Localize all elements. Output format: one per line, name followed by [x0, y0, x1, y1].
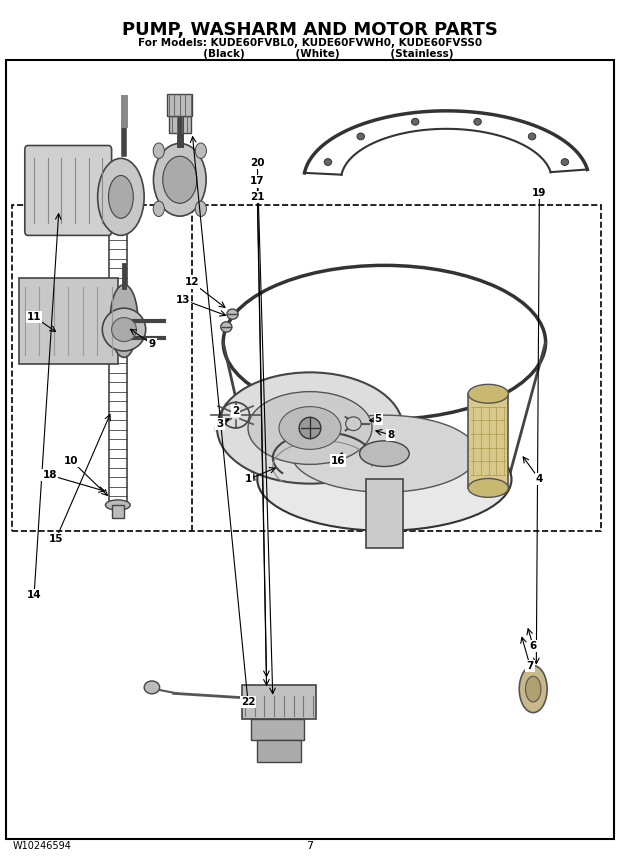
Ellipse shape: [153, 201, 164, 217]
Ellipse shape: [257, 428, 512, 531]
FancyBboxPatch shape: [167, 94, 192, 116]
Ellipse shape: [360, 441, 409, 467]
Text: 13: 13: [175, 294, 190, 305]
Ellipse shape: [291, 415, 477, 492]
Ellipse shape: [98, 158, 144, 235]
Ellipse shape: [221, 322, 232, 332]
Text: 15: 15: [48, 534, 63, 544]
Text: 16: 16: [330, 455, 345, 466]
Text: 12: 12: [185, 277, 200, 288]
Text: 19: 19: [532, 187, 547, 198]
Ellipse shape: [324, 158, 332, 165]
Ellipse shape: [154, 144, 206, 217]
Ellipse shape: [526, 676, 541, 702]
Text: eReplacementParts.com: eReplacementParts.com: [213, 419, 432, 437]
FancyBboxPatch shape: [25, 146, 112, 235]
FancyBboxPatch shape: [257, 740, 301, 762]
Ellipse shape: [102, 308, 146, 351]
Text: (Black)              (White)              (Stainless): (Black) (White) (Stainless): [167, 49, 453, 59]
Ellipse shape: [195, 201, 206, 217]
Ellipse shape: [412, 118, 419, 125]
Text: 11: 11: [27, 312, 42, 322]
Ellipse shape: [468, 479, 508, 497]
Text: 20: 20: [250, 158, 265, 168]
Ellipse shape: [110, 284, 138, 358]
FancyBboxPatch shape: [169, 116, 191, 133]
Ellipse shape: [217, 372, 403, 484]
Ellipse shape: [474, 118, 481, 125]
Ellipse shape: [112, 318, 136, 342]
FancyBboxPatch shape: [242, 685, 316, 719]
Text: 18: 18: [42, 470, 57, 480]
FancyBboxPatch shape: [107, 218, 129, 231]
FancyBboxPatch shape: [19, 278, 118, 364]
Text: For Models: KUDE60FVBL0, KUDE60FVWH0, KUDE60FVSS0: For Models: KUDE60FVBL0, KUDE60FVWH0, KU…: [138, 38, 482, 48]
Text: 22: 22: [241, 697, 255, 707]
Ellipse shape: [299, 418, 321, 439]
Text: 6: 6: [529, 641, 537, 651]
FancyBboxPatch shape: [112, 505, 124, 518]
FancyBboxPatch shape: [366, 479, 403, 548]
Ellipse shape: [520, 666, 547, 712]
Text: 21: 21: [250, 192, 265, 202]
Text: 10: 10: [64, 455, 79, 466]
Ellipse shape: [108, 175, 133, 218]
Ellipse shape: [357, 133, 365, 140]
Text: PUMP, WASHARM AND MOTOR PARTS: PUMP, WASHARM AND MOTOR PARTS: [122, 21, 498, 39]
Ellipse shape: [561, 158, 569, 165]
Text: 3: 3: [216, 419, 224, 429]
Text: 17: 17: [250, 176, 265, 187]
Text: W10246594: W10246594: [12, 841, 71, 851]
Text: 2: 2: [232, 406, 239, 416]
Ellipse shape: [248, 392, 372, 465]
Text: 9: 9: [148, 339, 156, 349]
Text: 4: 4: [536, 474, 543, 484]
Ellipse shape: [153, 143, 164, 158]
Ellipse shape: [144, 681, 160, 693]
Ellipse shape: [105, 500, 130, 510]
Ellipse shape: [227, 309, 238, 319]
Text: 7: 7: [306, 841, 314, 851]
Ellipse shape: [346, 417, 361, 431]
Ellipse shape: [279, 407, 341, 449]
Ellipse shape: [162, 157, 197, 204]
Ellipse shape: [468, 384, 508, 403]
Text: 8: 8: [387, 430, 394, 440]
Text: 5: 5: [374, 414, 382, 425]
FancyBboxPatch shape: [251, 719, 304, 740]
Text: 1: 1: [244, 474, 252, 484]
FancyBboxPatch shape: [468, 394, 508, 488]
Ellipse shape: [195, 143, 206, 158]
Text: 14: 14: [27, 590, 42, 600]
Text: 7: 7: [526, 661, 534, 671]
Ellipse shape: [528, 133, 536, 140]
